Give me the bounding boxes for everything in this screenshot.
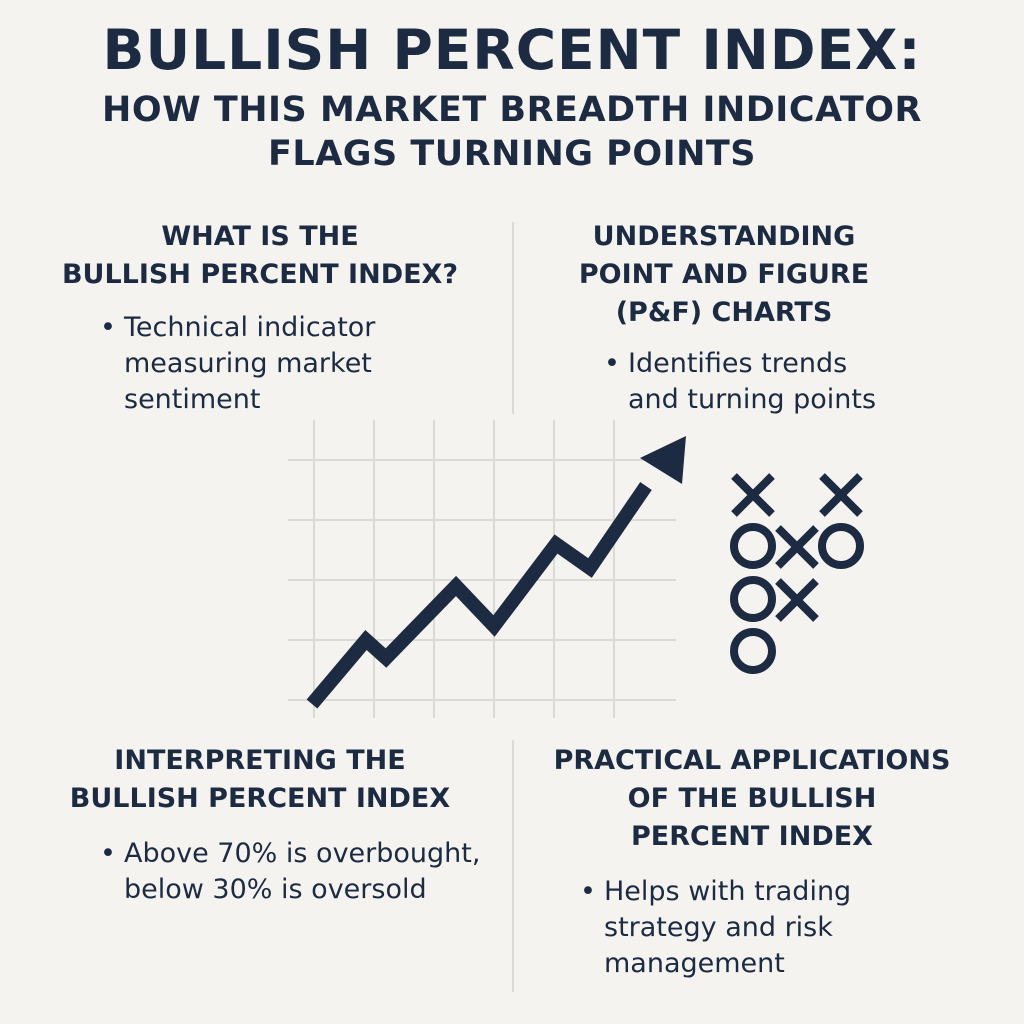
- x-mark-icon: [731, 473, 775, 517]
- o-mark-icon: [730, 628, 776, 674]
- heading-line: PRACTICAL APPLICATIONS: [553, 745, 951, 776]
- section-heading-pf-charts: UNDERSTANDING POINT AND FIGURE (P&F) CHA…: [524, 218, 924, 332]
- o-mark-icon: [730, 523, 776, 569]
- heading-line: BULLISH PERCENT INDEX: [69, 783, 451, 814]
- bullet-line: and turning points: [628, 384, 877, 415]
- heading-line: (P&F) CHARTS: [615, 297, 833, 328]
- bullet-line: Technical indicator: [124, 312, 376, 343]
- bullet-line: management: [604, 948, 785, 979]
- section-heading-what-is: WHAT IS THE BULLISH PERCENT INDEX?: [20, 218, 500, 294]
- subtitle-line-1: HOW THIS MARKET BREADTH INDICATOR: [102, 90, 922, 130]
- section-heading-interpreting: INTERPRETING THE BULLISH PERCENT INDEX: [20, 742, 500, 818]
- heading-line: WHAT IS THE: [161, 221, 359, 252]
- heading-line: INTERPRETING THE: [114, 745, 406, 776]
- bullet-dot: •: [100, 838, 116, 869]
- heading-line: UNDERSTANDING: [592, 221, 856, 252]
- divider-top: [512, 222, 514, 414]
- bullet-pf-charts: • Identifies trends and turning points: [604, 346, 877, 418]
- bullet-line: Identifies trends: [628, 348, 848, 379]
- divider-bottom: [512, 740, 514, 992]
- o-mark-icon: [818, 523, 864, 569]
- page-title: BULLISH PERCENT INDEX:: [102, 18, 922, 82]
- bullet-interpreting: • Above 70% is overbought, below 30% is …: [100, 836, 481, 908]
- x-mark-icon: [819, 473, 863, 517]
- heading-line: BULLISH PERCENT INDEX?: [61, 259, 459, 290]
- subtitle-line-2: FLAGS TURNING POINTS: [268, 134, 756, 174]
- x-mark-icon: [775, 578, 819, 622]
- trend-line: [306, 482, 652, 709]
- bullet-line: measuring market: [124, 348, 372, 379]
- arrow-head: [640, 436, 686, 484]
- bullet-line: Above 70% is overbought,: [124, 838, 481, 869]
- section-heading-applications: PRACTICAL APPLICATIONS OF THE BULLISH PE…: [520, 742, 984, 856]
- bullet-dot: •: [604, 348, 620, 379]
- bullet-line: Helps with trading: [604, 876, 852, 907]
- bullet-line: below 30% is oversold: [124, 874, 427, 905]
- page-subtitle: HOW THIS MARKET BREADTH INDICATOR FLAGS …: [0, 88, 1024, 176]
- heading-line: PERCENT INDEX: [630, 821, 873, 852]
- heading-line: OF THE BULLISH: [627, 783, 877, 814]
- heading-line: POINT AND FIGURE: [578, 259, 870, 290]
- bullet-line: sentiment: [124, 384, 261, 415]
- o-mark-icon: [730, 576, 776, 622]
- bullet-dot: •: [100, 312, 116, 343]
- chart-grid: [288, 420, 676, 718]
- bullet-applications: • Helps with trading strategy and risk m…: [580, 874, 852, 982]
- x-mark-icon: [775, 525, 819, 569]
- rising-arrow-chart-icon: [306, 436, 686, 709]
- bullet-line: strategy and risk: [604, 912, 833, 943]
- bullet-what-is: • Technical indicator measuring market s…: [100, 310, 376, 418]
- bullet-dot: •: [580, 876, 596, 907]
- x-and-o-icon: [730, 473, 864, 674]
